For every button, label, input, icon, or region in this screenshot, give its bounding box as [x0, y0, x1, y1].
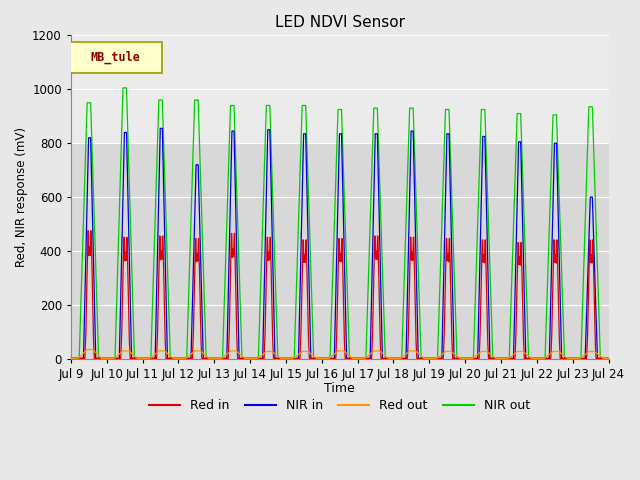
- Bar: [71, 143, 609, 359]
- FancyBboxPatch shape: [68, 42, 163, 72]
- Bar: [71, 36, 609, 143]
- Legend: Red in, NIR in, Red out, NIR out: Red in, NIR in, Red out, NIR out: [144, 395, 535, 418]
- Text: MB_tule: MB_tule: [90, 50, 140, 64]
- Y-axis label: Red, NIR response (mV): Red, NIR response (mV): [15, 127, 28, 267]
- Title: LED NDVI Sensor: LED NDVI Sensor: [275, 15, 404, 30]
- X-axis label: Time: Time: [324, 383, 355, 396]
